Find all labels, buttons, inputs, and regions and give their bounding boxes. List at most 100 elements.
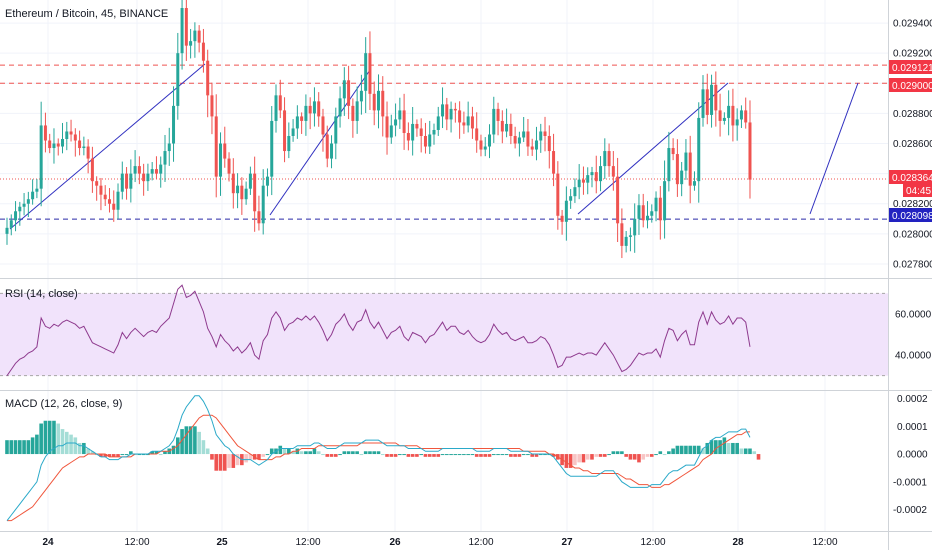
- candle-body: [458, 110, 462, 123]
- macd-hist-bar: [248, 454, 253, 460]
- macd-hist-bar: [415, 454, 419, 457]
- macd-hist-bar: [389, 454, 394, 457]
- macd-label[interactable]: MACD (12, 26, close, 9): [5, 398, 122, 410]
- macd-hist-bar: [585, 454, 590, 460]
- macd-hist-bar: [611, 451, 616, 455]
- candle-body: [159, 164, 163, 174]
- macd-hist-bar: [116, 454, 120, 457]
- candle-body: [436, 116, 440, 130]
- macd-hist-bar: [675, 445, 680, 455]
- macd-hist-bar: [35, 434, 39, 455]
- macd-hist-bar: [551, 454, 556, 457]
- macd-hist-bar: [257, 454, 261, 460]
- macd-axis[interactable]: 0.0002 0.0001 0.0000 -0.0001 -0.0002: [893, 394, 928, 516]
- time-tick-label: 12:00: [812, 537, 837, 548]
- badge-level-mid-text: 0.029000: [892, 81, 932, 92]
- price-axis[interactable]: 0.029400 0.029200 0.029000 0.028800 0.028600…: [893, 19, 932, 271]
- time-axis[interactable]: 24 12:00 25 12:00 26 12:00 27 12:00 28 12:00: [42, 537, 838, 548]
- rsi-axis[interactable]: 60.0000 40.0000: [895, 309, 932, 361]
- macd-hist-bar: [329, 454, 334, 457]
- candle-body: [398, 110, 402, 120]
- candle-body: [573, 187, 577, 197]
- macd-hist-bar: [56, 423, 61, 455]
- candle-body: [257, 211, 261, 224]
- macd-hist-bar: [752, 451, 757, 455]
- candle-body: [637, 205, 641, 219]
- rsi-label[interactable]: RSI (14, close): [5, 288, 78, 300]
- macd-hist-bar: [282, 448, 287, 455]
- candle-body: [611, 166, 615, 177]
- trend-line-4[interactable]: [809, 82, 859, 215]
- candle-body: [223, 143, 227, 159]
- candle-body: [500, 120, 504, 132]
- macd-hist-bar: [338, 454, 342, 456]
- candle-body: [739, 110, 743, 120]
- candle-body: [107, 199, 111, 204]
- macd-hist-bar: [351, 451, 355, 455]
- candle-body: [14, 211, 18, 221]
- candle-body: [432, 129, 436, 135]
- candle-body: [167, 143, 171, 152]
- macd-hist-bar: [214, 454, 219, 471]
- macd-hist-bar: [244, 454, 248, 463]
- candle-body: [462, 122, 466, 126]
- macd-hist-bar: [346, 451, 351, 455]
- candle-body: [646, 215, 649, 221]
- candle-body: [671, 148, 675, 155]
- macd-hist-bar: [427, 454, 432, 457]
- candle-body: [120, 173, 124, 192]
- macd-hist-bar: [333, 454, 338, 457]
- candle-body: [697, 117, 701, 182]
- macd-hist-bar: [60, 429, 65, 455]
- candle-body: [488, 134, 492, 147]
- macd-hist-bar: [722, 437, 727, 455]
- macd-hist-bar: [594, 454, 599, 457]
- macd-hist-bar: [637, 454, 641, 463]
- candle-body: [599, 166, 603, 182]
- time-tick-label: 26: [389, 537, 401, 548]
- macd-hist-bar: [163, 451, 167, 455]
- macd-hist-bar: [474, 454, 479, 457]
- macd-hist-bar: [355, 451, 359, 455]
- candle-body: [590, 172, 594, 176]
- macd-hist-bar: [107, 454, 112, 457]
- trend-line-1[interactable]: [9, 63, 206, 230]
- candle-body: [547, 135, 551, 152]
- macd-hist-bar: [210, 454, 214, 460]
- symbol-title[interactable]: Ethereum / Bitcoin, 45, BINANCE: [5, 8, 168, 20]
- macd-hist-bar: [291, 451, 295, 455]
- trend-line-2[interactable]: [269, 69, 371, 216]
- macd-hist-bar: [684, 445, 688, 455]
- macd-hist-bar: [526, 454, 530, 456]
- candle-body: [385, 116, 389, 138]
- candle-body: [270, 120, 274, 177]
- candle-body: [48, 140, 52, 149]
- candle-body: [150, 169, 154, 174]
- macd-hist-bar: [432, 454, 436, 457]
- candle-body: [428, 134, 432, 147]
- macd-hist-bar: [496, 454, 500, 456]
- candle-body: [731, 105, 735, 126]
- candle-body: [402, 110, 406, 133]
- macd-hist-bar: [573, 454, 577, 466]
- candle-body: [325, 134, 329, 159]
- macd-hist-bar: [479, 454, 483, 457]
- candle-body: [577, 179, 581, 188]
- candle-body: [470, 116, 474, 129]
- macd-hist-bar: [222, 454, 227, 471]
- macd-hist-bar: [440, 454, 445, 456]
- candle-body: [231, 173, 235, 194]
- macd-hist-bar: [316, 451, 321, 455]
- macd-hist-bar: [457, 454, 462, 456]
- rsi-tick-label: 60.0000: [895, 309, 932, 320]
- candle-body: [522, 131, 526, 138]
- macd-hist-bar: [402, 454, 406, 456]
- candle-body: [56, 143, 60, 147]
- candle-body: [552, 151, 556, 174]
- time-tick-label: 28: [732, 537, 744, 548]
- candle-body: [189, 41, 193, 46]
- time-tick-label: 12:00: [124, 537, 149, 548]
- macd-hist-bar: [534, 454, 539, 457]
- candle-body: [718, 110, 722, 121]
